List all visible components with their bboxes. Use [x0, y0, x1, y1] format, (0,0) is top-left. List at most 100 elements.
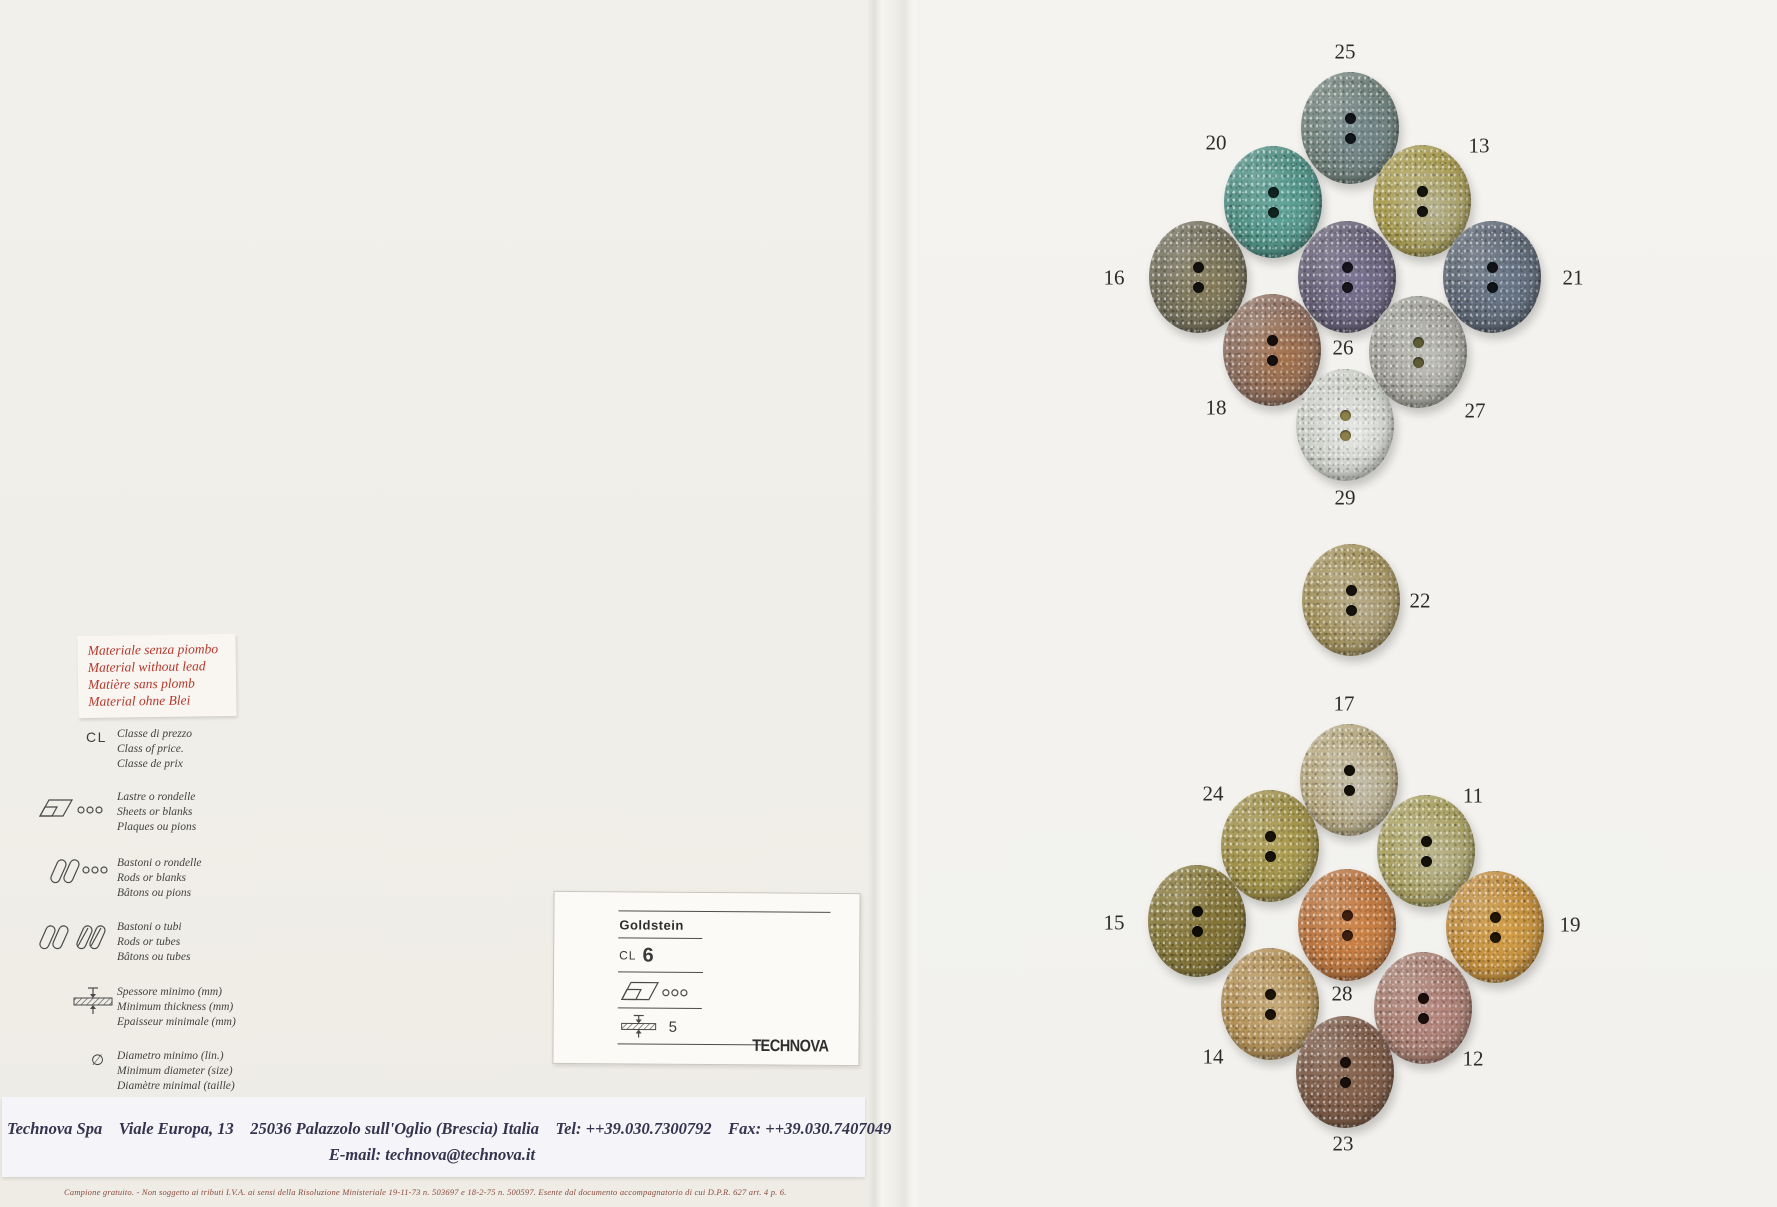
buttonhole — [1412, 356, 1424, 368]
label-rule — [618, 971, 704, 973]
button-sample-16 — [1149, 221, 1247, 333]
buttonhole — [1417, 1012, 1429, 1024]
button-holes — [1221, 948, 1319, 1060]
label-rule — [618, 937, 703, 939]
cl-value: 6 — [642, 944, 654, 967]
button-holes — [1373, 145, 1471, 257]
buttonhole — [1345, 604, 1357, 616]
button-number-label: 15 — [1103, 910, 1125, 935]
min-diameter-icon: ∅ — [91, 1051, 105, 1069]
legend-item-min-diameter: ∅ Diametro minimo (lin.) Minimum diamete… — [0, 1049, 340, 1109]
button-number-label: 21 — [1562, 265, 1584, 290]
button-sample-15 — [1148, 865, 1246, 977]
label-rule — [617, 1007, 702, 1009]
legend-line: Bastoni o rondelle — [117, 857, 202, 869]
legend-line: Lastre o rondelle — [117, 791, 196, 803]
buttonhole — [1339, 1076, 1351, 1088]
button-number-label: 12 — [1462, 1046, 1484, 1071]
lead-free-line: Matière sans plomb — [88, 675, 195, 692]
button-number-label: 19 — [1559, 912, 1581, 937]
button-holes — [1446, 871, 1544, 983]
card-fold — [868, 0, 920, 1207]
button-number-label: 27 — [1464, 398, 1486, 423]
buttonhole — [1341, 261, 1353, 273]
buttonhole — [1339, 409, 1351, 421]
button-number-label: 17 — [1333, 691, 1355, 716]
legend-line: Classe di prezzo — [117, 728, 192, 740]
button-number-label: 23 — [1332, 1131, 1354, 1156]
legend-line: Plaques ou pions — [117, 821, 197, 833]
legend-line: Sheets or blanks — [117, 806, 193, 818]
legend-item-min-thickness: Spessore minimo (mm) Minimum thickness (… — [0, 985, 340, 1045]
button-sample-18 — [1223, 294, 1321, 406]
buttonhole — [1264, 850, 1276, 862]
address-strip: Technova Spa Viale Europa, 13 25036 Pala… — [2, 1097, 891, 1177]
rods-blanks-icon — [48, 856, 112, 893]
lead-free-line: Material without lead — [87, 658, 206, 675]
button-holes — [1298, 869, 1396, 981]
legend-line: Rods or tubes — [117, 936, 181, 948]
button-sample-14 — [1221, 948, 1319, 1060]
button-sample-19 — [1446, 871, 1544, 983]
button-holes — [1223, 294, 1321, 406]
buttonhole — [1344, 132, 1356, 144]
legend-item-price-class: CL Classe di prezzo Class of price. Clas… — [0, 727, 340, 787]
button-number-label: 26 — [1332, 335, 1354, 360]
button-holes — [1302, 544, 1400, 656]
min-thickness-icon — [70, 987, 116, 1020]
button-holes — [1300, 724, 1398, 836]
legend-line: Minimum diameter (size) — [117, 1065, 233, 1077]
company-email-line: E-mail: technova@technova.it — [328, 1145, 536, 1164]
button-holes — [1296, 1016, 1394, 1128]
button-holes — [1148, 865, 1246, 977]
button-number-label: 14 — [1202, 1044, 1224, 1069]
buttonhole — [1345, 584, 1357, 596]
legend-line: Diamètre minimal (taille) — [117, 1080, 235, 1092]
button-sample-28 — [1298, 869, 1396, 981]
legend-item-rods-blanks: Bastoni o rondelle Rods or blanks Bâtons… — [0, 856, 340, 916]
button-number-label: 20 — [1205, 130, 1227, 155]
cl-label: CL — [619, 948, 637, 963]
legend-line: Spessore minimo (mm) — [117, 986, 222, 998]
button-sample-21 — [1443, 221, 1541, 333]
button-holes — [1149, 221, 1247, 333]
buttonhole — [1489, 911, 1501, 923]
buttonhole — [1339, 429, 1351, 441]
sheets-blanks-icon — [620, 981, 688, 1001]
buttonhole — [1341, 909, 1353, 921]
button-sample-23 — [1296, 1016, 1394, 1128]
button-number-label: 18 — [1205, 395, 1227, 420]
legend-line: Bastoni o tubi — [117, 921, 182, 933]
legend-line: Classe de prix — [117, 758, 183, 770]
buttonhole — [1267, 186, 1279, 198]
buttonhole — [1412, 336, 1424, 348]
buttonhole — [1264, 1008, 1276, 1020]
buttonhole — [1486, 281, 1498, 293]
button-holes — [1296, 369, 1394, 481]
button-sample-12 — [1374, 952, 1472, 1064]
button-sample-29 — [1296, 369, 1394, 481]
buttonhole — [1267, 206, 1279, 218]
label-rule — [617, 1043, 764, 1046]
rods-tubes-icon — [38, 922, 114, 959]
button-number-label: 22 — [1409, 588, 1431, 613]
legend-line: Diametro minimo (lin.) — [117, 1050, 224, 1062]
buttonhole — [1343, 764, 1355, 776]
price-class-row: CL 6 — [619, 944, 848, 969]
thickness-row: 5 — [619, 1013, 848, 1041]
legend-line: Rods or blanks — [117, 872, 186, 884]
button-number-label: 11 — [1462, 783, 1484, 808]
buttonhole — [1266, 334, 1278, 346]
button-holes — [1224, 146, 1322, 258]
button-holes — [1443, 221, 1541, 333]
buttonhole — [1489, 931, 1501, 943]
legend-item-sheets: Lastre o rondelle Sheets or blanks Plaqu… — [0, 790, 340, 850]
buttonhole — [1264, 988, 1276, 1000]
button-number-label: 29 — [1334, 485, 1356, 510]
button-holes — [1298, 221, 1396, 333]
buttonhole — [1343, 784, 1355, 796]
label-rule — [618, 910, 831, 913]
button-sample-24 — [1221, 790, 1319, 902]
buttonhole — [1192, 281, 1204, 293]
